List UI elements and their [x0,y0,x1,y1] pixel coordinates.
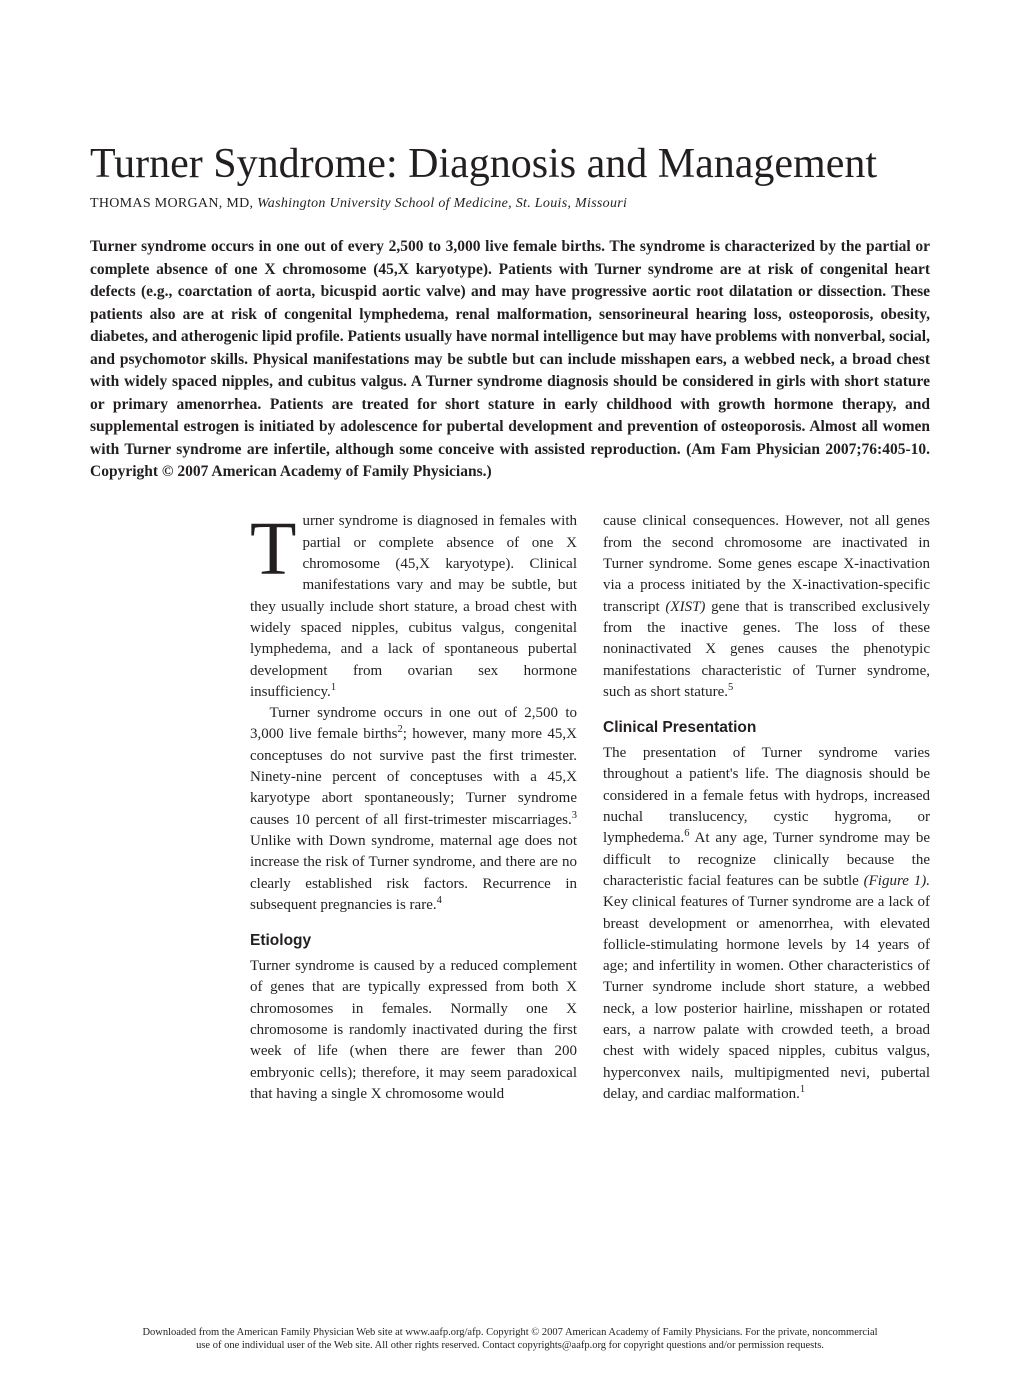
xist-italic: (XIST) [665,599,705,615]
intro-para-2: Turner syndrome occurs in one out of 2,5… [250,703,577,916]
footer-line-1: Downloaded from the American Family Phys… [90,1326,930,1340]
footer-line-2: use of one individual user of the Web si… [90,1339,930,1353]
abstract: Turner syndrome occurs in one out of eve… [90,236,930,483]
author-line: THOMAS MORGAN, MD, Washington University… [90,196,930,212]
drop-cap: T [250,511,302,580]
etiology-para: Turner syndrome is caused by a reduced c… [250,956,577,1105]
ref-5: 5 [728,682,733,693]
heading-clinical-presentation: Clinical Presentation [603,717,930,739]
column-right: cause clinical consequences. However, no… [603,511,930,1105]
figure-1-italic: (Figure 1). [864,873,930,889]
clinical-presentation-para: The presentation of Turner syndrome vari… [603,743,930,1105]
page-footer: Downloaded from the American Family Phys… [90,1326,930,1353]
author-name: THOMAS MORGAN, MD, [90,196,253,211]
etiology-continued: cause clinical consequences. However, no… [603,511,930,703]
ref-1b: 1 [800,1084,805,1095]
author-affiliation: Washington University School of Medicine… [257,196,627,211]
article-title: Turner Syndrome: Diagnosis and Managemen… [90,140,930,188]
column-left: Turner syndrome is diagnosed in females … [250,511,577,1105]
intro-para-1: Turner syndrome is diagnosed in females … [250,511,577,703]
body-columns: Turner syndrome is diagnosed in females … [250,511,930,1105]
ref-1: 1 [331,682,336,693]
p2c-text: Unlike with Down syndrome, maternal age … [250,833,577,913]
c2p2c-text: Key clinical features of Turner syndrome… [603,894,930,1102]
ref-4: 4 [437,895,442,906]
ref-3: 3 [572,810,577,821]
heading-etiology: Etiology [250,930,577,952]
